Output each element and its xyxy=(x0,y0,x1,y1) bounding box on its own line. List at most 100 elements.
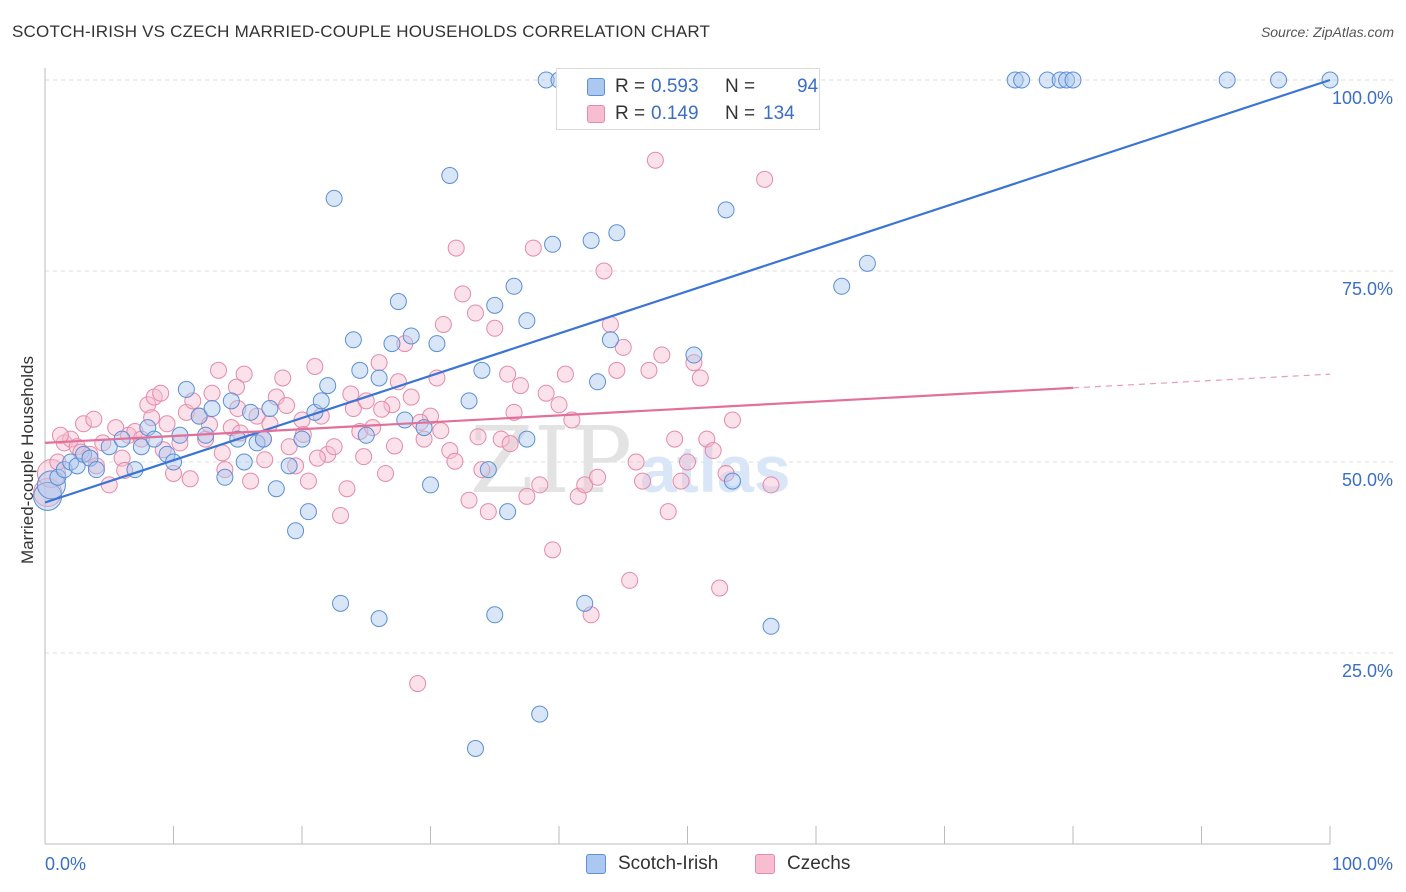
scotch-irish-point xyxy=(332,594,350,612)
scotch-irish-point xyxy=(1051,71,1069,89)
stats-legend: R = 0.593 N = 94 R = 0.149 N = 134 xyxy=(556,68,820,130)
czech-points xyxy=(33,151,780,693)
czech-point xyxy=(332,506,350,524)
scotch-irish-point xyxy=(1038,71,1056,89)
czech-point xyxy=(355,448,373,466)
watermark-atlas: atlas xyxy=(640,432,790,506)
scotch-irish-point xyxy=(370,610,388,628)
czech-swatch xyxy=(587,105,605,123)
scotch-irish-swatch xyxy=(587,78,605,96)
scotch-irish-point xyxy=(287,522,305,540)
scotch-irish-point xyxy=(499,503,517,521)
czech-point xyxy=(402,388,420,406)
czech-point xyxy=(473,461,491,479)
x-tick-label: 100.0% xyxy=(1332,854,1393,874)
scotch-irish-point xyxy=(544,235,562,253)
scotch-irish-point xyxy=(608,224,626,242)
scotch-irish-point xyxy=(203,400,221,418)
czech-trend-line xyxy=(44,386,1074,444)
czech-legend-label: Czechs xyxy=(787,853,851,874)
scotch-irish-point xyxy=(531,705,549,723)
czech-point xyxy=(479,503,497,521)
czech-point xyxy=(377,464,395,482)
czech-point xyxy=(711,579,729,597)
scotch-irish-point xyxy=(1218,71,1236,89)
czech-point xyxy=(691,369,709,387)
czech-point xyxy=(499,365,517,383)
source-label: Source: ZipAtlas.com xyxy=(1260,24,1394,40)
scotch-irish-point xyxy=(505,277,523,295)
czech-point xyxy=(589,468,607,486)
czech-point xyxy=(256,451,274,469)
czech-point xyxy=(544,541,562,559)
scotch-irish-point xyxy=(518,430,536,448)
czech-point xyxy=(158,415,176,433)
scotch-irish-point xyxy=(1270,71,1288,89)
scotch-irish-point xyxy=(582,231,600,249)
czech-point xyxy=(672,472,690,490)
watermark: ZIP atlas xyxy=(470,407,791,514)
y-tick-label: 25.0% xyxy=(1342,661,1393,681)
scotch-irish-point xyxy=(267,480,285,498)
n-label: N = xyxy=(725,103,756,124)
czech-point xyxy=(447,239,465,257)
r-label: R = xyxy=(615,76,646,97)
axes xyxy=(44,68,1331,845)
czech-point xyxy=(72,443,90,461)
scotch-irish-point xyxy=(858,254,876,272)
czech-point xyxy=(486,319,504,337)
czech-point xyxy=(505,403,523,421)
scotch-irish-point xyxy=(319,377,337,395)
czech-point xyxy=(454,285,472,303)
scotch-irish-point xyxy=(370,369,388,387)
chart-title: SCOTCH-IRISH VS CZECH MARRIED-COUPLE HOU… xyxy=(12,22,711,41)
tick-labels: 25.0% 50.0% 75.0% 100.0% 0.0% 100.0% xyxy=(45,88,1393,874)
czech-n-value: 134 xyxy=(763,103,795,124)
scotch-irish-point xyxy=(325,189,343,207)
czech-point xyxy=(441,442,459,460)
scotch-irish-point xyxy=(717,201,735,219)
czech-point xyxy=(595,262,613,280)
scotch-irish-legend-label: Scotch-Irish xyxy=(618,853,719,874)
y-tick-label: 100.0% xyxy=(1332,88,1393,108)
czech-r-value: 0.149 xyxy=(651,103,699,124)
czech-point xyxy=(723,411,741,429)
scotch-irish-point xyxy=(460,392,478,410)
scotch-irish-point xyxy=(357,426,375,444)
czech-point xyxy=(386,437,404,455)
scotch-irish-point xyxy=(486,606,504,624)
scotch-irish-point xyxy=(351,361,369,379)
czech-point xyxy=(432,422,450,440)
scotch-irish-point xyxy=(428,335,446,353)
czech-point xyxy=(576,476,594,494)
czech-point xyxy=(213,444,231,462)
czech-point xyxy=(537,384,555,402)
czech-point xyxy=(524,239,542,257)
czech-point xyxy=(325,438,343,456)
scotch-irish-point xyxy=(441,167,459,184)
czech-point xyxy=(370,354,388,372)
scotch-irish-point xyxy=(685,346,703,364)
czech-point xyxy=(203,384,221,402)
czech-point xyxy=(143,409,161,427)
czech-point xyxy=(338,480,356,498)
czech-point xyxy=(762,476,780,494)
czech-point xyxy=(756,170,774,188)
czech-point xyxy=(679,453,696,471)
czech-point xyxy=(308,449,326,467)
czech-legend-swatch xyxy=(755,854,775,874)
czech-point xyxy=(659,503,677,521)
czech-point xyxy=(550,396,568,414)
trend-lines xyxy=(44,78,1331,504)
czech-point xyxy=(621,571,639,589)
scotch-irish-point xyxy=(383,335,401,353)
scotch-irish-point xyxy=(486,296,504,314)
czech-point xyxy=(51,426,69,444)
czech-point xyxy=(492,430,510,448)
czech-point xyxy=(469,428,487,446)
czech-point xyxy=(511,377,529,395)
scotch-irish-point xyxy=(261,400,279,418)
czech-point xyxy=(460,491,478,509)
czech-point xyxy=(653,346,671,364)
czech-point xyxy=(556,365,574,383)
